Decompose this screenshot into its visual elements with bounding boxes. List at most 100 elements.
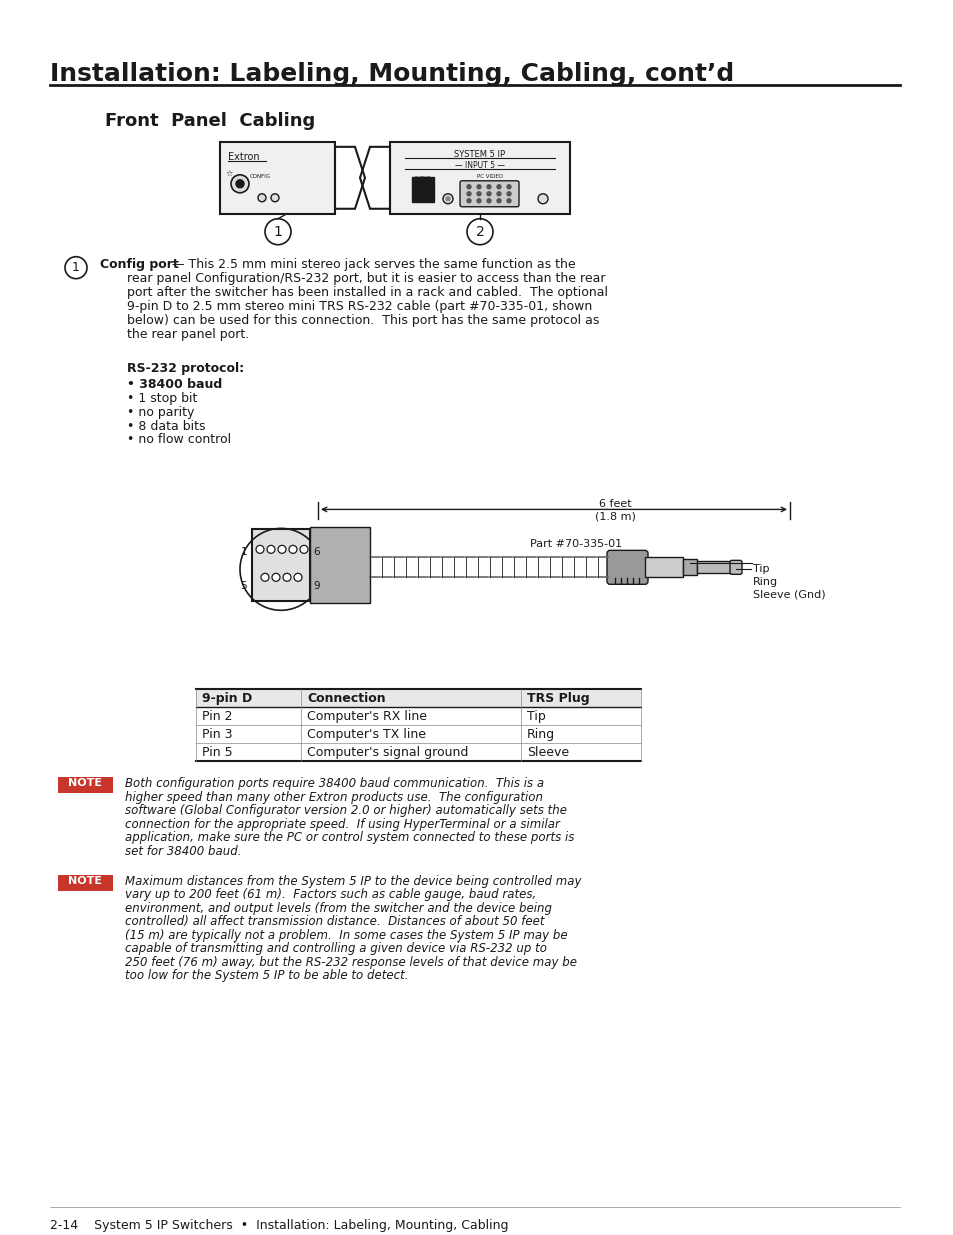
FancyBboxPatch shape: [606, 551, 647, 584]
Circle shape: [231, 175, 249, 193]
Circle shape: [497, 199, 500, 203]
Circle shape: [255, 546, 264, 553]
Text: • no flow control: • no flow control: [127, 433, 231, 447]
Text: SYSTEM 5 IP: SYSTEM 5 IP: [454, 149, 505, 159]
Circle shape: [257, 194, 266, 201]
Text: higher speed than many other Extron products use.  The configuration: higher speed than many other Extron prod…: [125, 790, 542, 804]
Text: • 1 stop bit: • 1 stop bit: [127, 391, 197, 405]
Circle shape: [442, 194, 453, 204]
Text: 9: 9: [313, 582, 319, 592]
Text: 1: 1: [240, 547, 247, 557]
Circle shape: [467, 191, 471, 196]
Text: rear panel Configuration/RS-232 port, but it is easier to access than the rear: rear panel Configuration/RS-232 port, bu…: [127, 272, 605, 285]
FancyBboxPatch shape: [729, 561, 741, 574]
Circle shape: [476, 199, 480, 203]
Circle shape: [267, 546, 274, 553]
Circle shape: [446, 196, 450, 201]
Text: Pin 3: Pin 3: [202, 729, 233, 741]
Text: 1: 1: [274, 225, 282, 238]
Bar: [390, 142, 569, 214]
Circle shape: [294, 573, 302, 582]
Text: NOTE: NOTE: [68, 778, 102, 788]
Text: port after the switcher has been installed in a rack and cabled.  The optional: port after the switcher has been install…: [127, 285, 607, 299]
Text: Tip: Tip: [526, 710, 545, 724]
Text: Config port: Config port: [100, 258, 178, 270]
Text: 9-pin D: 9-pin D: [202, 692, 252, 705]
Text: Installation: Labeling, Mounting, Cabling, cont’d: Installation: Labeling, Mounting, Cablin…: [50, 62, 734, 86]
Bar: [644, 557, 682, 577]
Text: • 8 data bits: • 8 data bits: [127, 420, 205, 432]
Text: 6 feet: 6 feet: [598, 499, 631, 509]
Text: vary up to 200 feet (61 m).  Factors such as cable gauge, baud rates,: vary up to 200 feet (61 m). Factors such…: [125, 888, 536, 902]
Text: too low for the System 5 IP to be able to detect.: too low for the System 5 IP to be able t…: [125, 969, 408, 982]
Text: ☆: ☆: [225, 169, 233, 179]
Circle shape: [467, 219, 493, 245]
Text: 6: 6: [313, 547, 319, 557]
Text: Sleeve: Sleeve: [526, 746, 569, 760]
Text: 2-14    System 5 IP Switchers  •  Installation: Labeling, Mounting, Cabling: 2-14 System 5 IP Switchers • Installatio…: [50, 1219, 508, 1231]
Text: Connection: Connection: [307, 692, 385, 705]
Circle shape: [65, 257, 87, 279]
Circle shape: [283, 573, 291, 582]
Circle shape: [467, 199, 471, 203]
Text: Computer's TX line: Computer's TX line: [307, 729, 426, 741]
Text: Ring: Ring: [752, 577, 778, 588]
Text: below) can be used for this connection.  This port has the same protocol as: below) can be used for this connection. …: [127, 314, 598, 326]
Circle shape: [235, 180, 244, 188]
Bar: [252, 530, 310, 601]
Text: 9-pin D to 2.5 mm stereo mini TRS RS-232 cable (part #70-335-01, shown: 9-pin D to 2.5 mm stereo mini TRS RS-232…: [127, 300, 592, 312]
Circle shape: [299, 546, 308, 553]
Circle shape: [476, 185, 480, 189]
Text: Tip: Tip: [752, 564, 769, 574]
Circle shape: [486, 191, 491, 196]
Bar: [195, 689, 640, 708]
Text: 1: 1: [72, 261, 80, 274]
Text: Computer's RX line: Computer's RX line: [307, 710, 427, 724]
Text: Extron: Extron: [228, 152, 259, 162]
Text: Ring: Ring: [526, 729, 555, 741]
Bar: [58, 777, 112, 793]
Text: — INPUT 5 —: — INPUT 5 —: [455, 161, 504, 169]
Circle shape: [537, 194, 547, 204]
Text: • no parity: • no parity: [127, 405, 194, 419]
Text: — This 2.5 mm mini stereo jack serves the same function as the: — This 2.5 mm mini stereo jack serves th…: [168, 258, 575, 270]
Circle shape: [506, 191, 511, 196]
Text: TRS Plug: TRS Plug: [526, 692, 589, 705]
Circle shape: [506, 199, 511, 203]
Circle shape: [497, 191, 500, 196]
Bar: [682, 559, 697, 576]
Text: environment, and output levels (from the switcher and the device being: environment, and output levels (from the…: [125, 902, 552, 915]
Text: controlled) all affect transmission distance.  Distances of about 50 feet: controlled) all affect transmission dist…: [125, 915, 544, 929]
Text: Pin 5: Pin 5: [202, 746, 233, 760]
Circle shape: [506, 185, 511, 189]
Circle shape: [486, 199, 491, 203]
Text: 2: 2: [476, 225, 484, 238]
Circle shape: [271, 194, 278, 201]
Bar: [310, 527, 370, 603]
Text: Computer's signal ground: Computer's signal ground: [307, 746, 468, 760]
FancyBboxPatch shape: [459, 180, 518, 206]
Text: Pin 2: Pin 2: [202, 710, 233, 724]
Text: Sleeve (Gnd): Sleeve (Gnd): [752, 589, 824, 599]
Circle shape: [486, 185, 491, 189]
Circle shape: [476, 191, 480, 196]
Circle shape: [497, 185, 500, 189]
Text: PC VIDEO: PC VIDEO: [476, 174, 502, 179]
Circle shape: [467, 185, 471, 189]
Circle shape: [289, 546, 296, 553]
Bar: [412, 177, 434, 201]
Text: Both configuration ports require 38400 baud communication.  This is a: Both configuration ports require 38400 b…: [125, 777, 543, 790]
Text: 5: 5: [240, 582, 247, 592]
Text: Front  Panel  Cabling: Front Panel Cabling: [105, 112, 314, 130]
Bar: [697, 562, 731, 573]
Text: the rear panel port.: the rear panel port.: [127, 327, 249, 341]
Text: (15 m) are typically not a problem.  In some cases the System 5 IP may be: (15 m) are typically not a problem. In s…: [125, 929, 567, 942]
Text: CONFIG: CONFIG: [250, 174, 271, 179]
Bar: [220, 142, 335, 214]
Bar: [58, 874, 112, 890]
Text: • 38400 baud: • 38400 baud: [127, 378, 222, 390]
Text: 250 feet (76 m) away, but the RS-232 response levels of that device may be: 250 feet (76 m) away, but the RS-232 res…: [125, 956, 577, 969]
Text: RS-232 protocol:: RS-232 protocol:: [127, 362, 244, 374]
Circle shape: [261, 573, 269, 582]
Text: connection for the appropriate speed.  If using HyperTerminal or a similar: connection for the appropriate speed. If…: [125, 818, 559, 831]
